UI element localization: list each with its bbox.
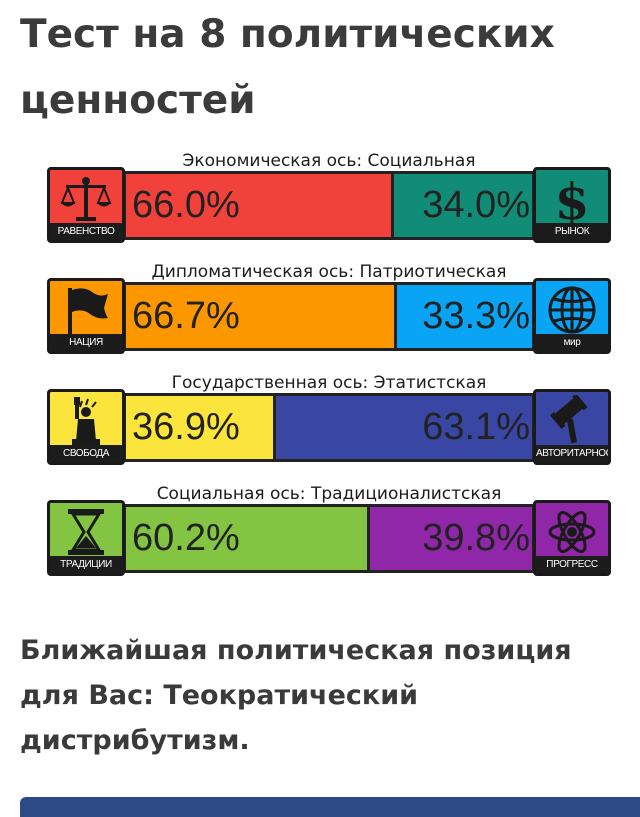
left-segment: 36.9%: [126, 396, 276, 459]
svg-text:$: $: [555, 173, 590, 225]
dollar-icon: $: [555, 173, 590, 225]
scales-icon: [60, 177, 112, 221]
right-segment: 33.3%: [396, 285, 532, 348]
tradition-icon-box: ТРАДИЦИИ: [47, 500, 125, 576]
icon-caption: СВОБОДА: [50, 445, 122, 462]
axis-state: Государственная ось: Этатистская 36.9% 6…: [47, 372, 611, 465]
axis-economic: Экономическая ось: Социальная 66.0% 34.0…: [47, 150, 611, 243]
nation-icon-box: НАЦИЯ: [47, 278, 125, 354]
page-title: Тест на 8 политических ценностей: [20, 12, 555, 123]
icon-caption: мир: [536, 334, 608, 351]
left-segment: 60.2%: [126, 507, 371, 570]
axis-label: Экономическая ось: Социальная: [182, 151, 476, 171]
world-icon-box: мир: [533, 278, 611, 354]
liberty-icon-box: СВОБОДА: [47, 389, 125, 465]
icon-caption: НАЦИЯ: [50, 334, 122, 351]
axis-label: Государственная ось: Этатистская: [171, 373, 487, 393]
authority-icon-box: АВТОРИТАРНОСТЬ: [533, 389, 611, 465]
flag-icon: [68, 288, 108, 334]
market-icon-box: $ РЫНОК: [533, 167, 611, 243]
axis-diplomatic: Дипломатическая ось: Патриотическая 66.7…: [47, 261, 611, 354]
atom-icon: [548, 511, 596, 553]
axis-bar: 36.9% 63.1%: [123, 393, 535, 462]
right-segment: 63.1%: [275, 396, 532, 459]
axis-bar: 66.7% 33.3%: [123, 282, 535, 351]
statue-of-liberty-icon: [72, 397, 100, 445]
axis-bar: 60.2% 39.8%: [123, 504, 535, 573]
icon-caption: АВТОРИТАРНОСТЬ: [536, 445, 608, 462]
equality-icon-box: РАВЕНСТВО: [47, 167, 125, 243]
left-segment: 66.0%: [126, 174, 394, 237]
axis-label: Дипломатическая ось: Патриотическая: [151, 262, 507, 282]
progress-icon-box: ПРОГРЕСС: [533, 500, 611, 576]
icon-caption: РЫНОК: [536, 223, 608, 240]
axis-bar: 66.0% 34.0%: [123, 171, 535, 240]
icon-caption: ТРАДИЦИИ: [50, 556, 122, 573]
right-segment: 39.8%: [370, 507, 532, 570]
closest-ideology-result: Ближайшая политическая позиция для Вас: …: [20, 635, 572, 756]
icon-caption: РАВЕНСТВО: [50, 223, 122, 240]
axis-society: Социальная ось: Традиционалистская 60.2%…: [47, 483, 611, 576]
axis-label: Социальная ось: Традиционалистская: [156, 484, 502, 504]
right-segment: 34.0%: [393, 174, 532, 237]
icon-caption: ПРОГРЕСС: [536, 556, 608, 573]
bottom-button-edge[interactable]: [20, 797, 640, 817]
globe-icon: [548, 286, 596, 334]
gavel-icon: [549, 395, 588, 444]
left-segment: 66.7%: [126, 285, 397, 348]
hourglass-icon: [68, 509, 104, 555]
